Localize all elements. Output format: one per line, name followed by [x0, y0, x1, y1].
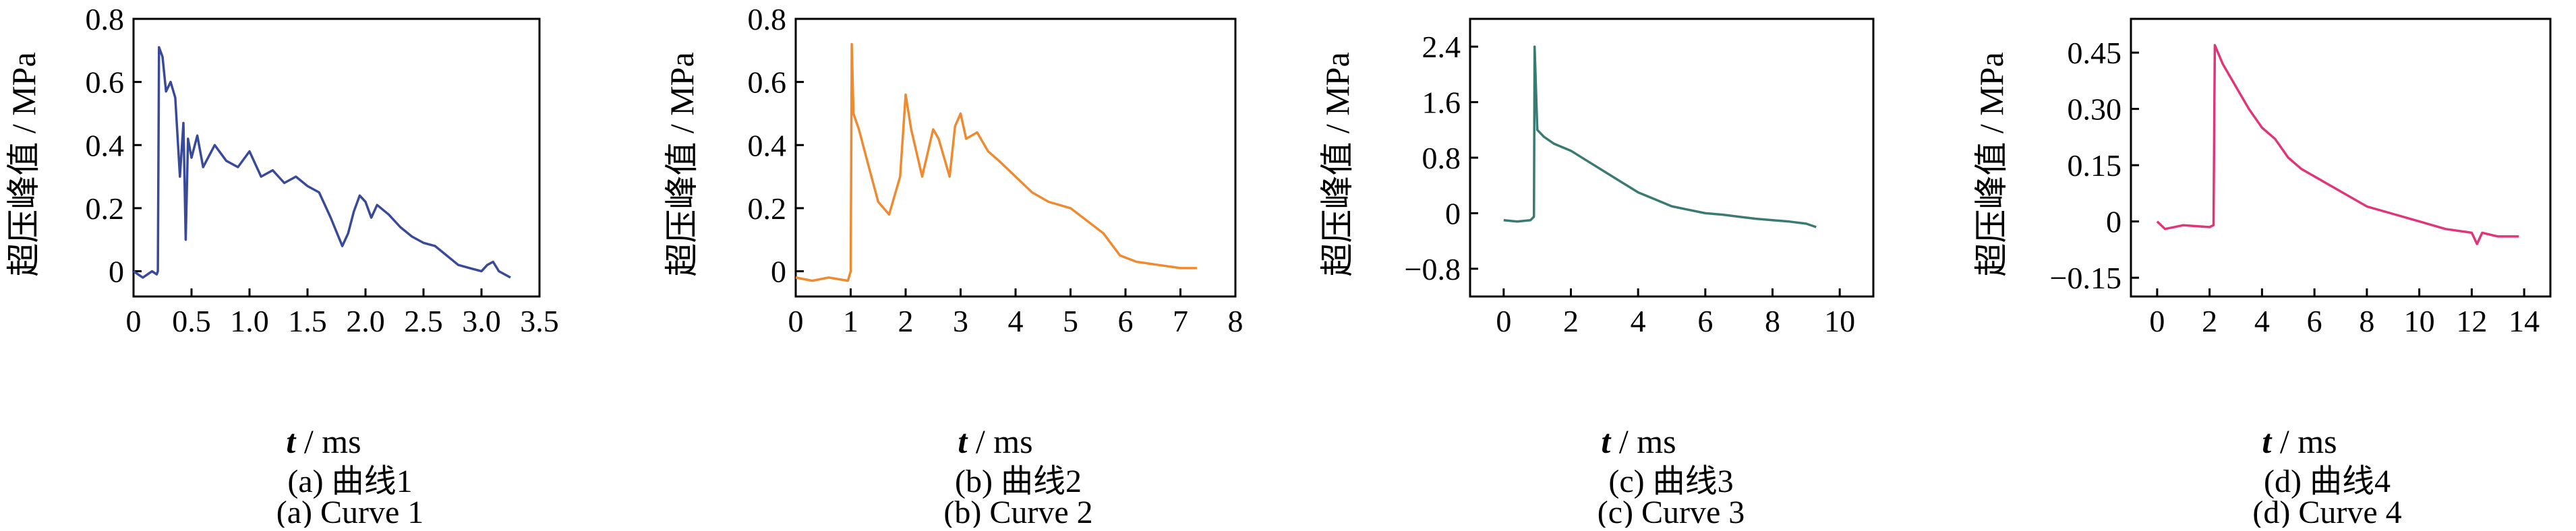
chart-3-ytick-label: 0 — [1445, 196, 1461, 230]
chart-4-xtick-label: 4 — [2254, 304, 2270, 338]
chart-2-xtick-label: 5 — [1063, 304, 1078, 338]
chart-4-series-line — [2156, 44, 2519, 245]
chart-4-xtick-label: 0 — [2149, 304, 2165, 338]
chart-2-ytick-label: 0.2 — [748, 191, 787, 226]
chart-2-caption-en: (b) Curve 2 — [943, 495, 1092, 528]
chart-1-caption-cn: (a) 曲线1 — [287, 464, 412, 499]
chart-1-xlabel: t / ms — [286, 423, 361, 460]
chart-2-caption-cn: (b) 曲线2 — [955, 464, 1082, 499]
chart-4-xlabel-var: t — [2262, 423, 2273, 460]
chart-4-xlabel: t / ms — [2262, 423, 2337, 460]
chart-2-xtick-label: 4 — [1008, 304, 1024, 338]
chart-4-ytick-label: 0.45 — [2068, 36, 2122, 70]
chart-4-ytick-label: 0.30 — [2068, 92, 2122, 127]
chart-1-ytick-label: 0.8 — [86, 2, 125, 36]
chart-4-xtick-label: 14 — [2509, 304, 2540, 338]
chart-3-xlabel-var: t — [1601, 423, 1612, 460]
chart-2-ytick-label: 0 — [771, 255, 786, 289]
chart-1-ytick-label: 0.4 — [86, 128, 125, 162]
chart-3-ylabel: 超压峰值 / MPa — [1318, 52, 1356, 276]
chart-2-xtick-label: 3 — [953, 304, 968, 338]
chart-1-ytick-label: 0 — [109, 255, 124, 289]
chart-1: 0 0.5 1.0 1.5 2.0 2.5 3.0 3.5 0 0.2 0.4 0.6 0.8 超压峰值 … — [5, 2, 559, 530]
chart-1-xtick-label: 0 — [126, 304, 142, 338]
chart-2-xlabel-unit: / ms — [967, 423, 1032, 460]
chart-3-ytick-label: 2.4 — [1422, 30, 1461, 64]
chart-1-ylabel: 超压峰值 / MPa — [5, 52, 42, 276]
chart-4: 0 2 4 6 8 10 12 14 −0.15 0 0.15 0.30 0.45 超压峰值 / MPa t… — [1972, 18, 2552, 530]
chart-4-ytick-label: −0.15 — [2050, 261, 2121, 295]
chart-4-caption-en: (d) Curve 4 — [2252, 495, 2401, 528]
chart-1-caption-en: (a) Curve 1 — [276, 495, 424, 528]
chart-3-xtick-label: 2 — [1563, 304, 1579, 338]
chart-1-xtick-label: 3.0 — [462, 304, 501, 338]
chart-3-ytick-label: 0.8 — [1422, 141, 1461, 175]
chart-4-xtick-label: 8 — [2359, 304, 2374, 338]
chart-3-xtick-label: 0 — [1496, 304, 1511, 338]
chart-3: 0 2 4 6 8 10 −0.8 0 0.8 1.6 2.4 超压峰值 / MPa t / ms (c)… — [1318, 18, 1875, 530]
chart-1-axes-frame — [132, 18, 541, 298]
chart-2-xlabel: t / ms — [958, 423, 1032, 460]
chart-3-xtick-label: 10 — [1824, 304, 1855, 338]
chart-2-xtick-label: 7 — [1173, 304, 1188, 338]
chart-2-xtick-label: 6 — [1118, 304, 1134, 338]
chart-3-ytick-label: 1.6 — [1422, 86, 1461, 120]
chart-2-xtick-label: 2 — [898, 304, 914, 338]
chart-3-xtick-label: 8 — [1765, 304, 1780, 338]
chart-1-xtick-label: 1.5 — [288, 304, 327, 338]
chart-1-xtick-label: 0.5 — [172, 304, 211, 338]
chart-4-xtick-label: 2 — [2202, 304, 2217, 338]
chart-1-xlabel-unit: / ms — [295, 423, 361, 460]
chart-3-axes-frame — [1469, 18, 1875, 298]
chart-4-xlabel-unit: / ms — [2271, 423, 2337, 460]
chart-3-xtick-label: 4 — [1631, 304, 1646, 338]
chart-1-xtick-label: 2.5 — [404, 304, 443, 338]
chart-1-ytick-label: 0.6 — [86, 65, 125, 100]
chart-2-xtick-label: 1 — [843, 304, 858, 338]
chart-2-ylabel: 超压峰值 / MPa — [663, 52, 701, 276]
chart-2-xlabel-var: t — [958, 423, 968, 460]
chart-2-ytick-label: 0.4 — [748, 128, 787, 162]
chart-2: 0 1 2 3 4 5 6 7 8 0 0.2 0.4 0.6 0.8 超压峰值 / MPa t / ms (b… — [663, 2, 1243, 530]
chart-4-caption-cn: (d) 曲线4 — [2264, 464, 2391, 499]
chart-4-xtick-label: 12 — [2456, 304, 2487, 338]
chart-3-xlabel-unit: / ms — [1610, 423, 1676, 460]
chart-4-xtick-label: 10 — [2404, 304, 2435, 338]
chart-1-series-line — [133, 46, 511, 279]
chart-1-ytick-label: 0.2 — [86, 191, 125, 226]
chart-4-ytick-label: 0 — [2106, 205, 2121, 239]
chart-1-xlabel-var: t — [286, 423, 297, 460]
chart-2-xtick-label: 8 — [1228, 304, 1243, 338]
chart-2-ytick-label: 0.6 — [748, 65, 787, 100]
chart-3-xlabel: t / ms — [1601, 423, 1676, 460]
chart-3-ytick-label: −0.8 — [1405, 252, 1461, 286]
chart-2-axes-frame — [794, 18, 1237, 298]
chart-4-ytick-label: 0.15 — [2068, 148, 2122, 183]
chart-2-ytick-label: 0.8 — [748, 2, 787, 36]
chart-4-xtick-label: 6 — [2307, 304, 2322, 338]
chart-1-xtick-label: 2.0 — [346, 304, 385, 338]
chart-4-axes-frame — [2130, 18, 2552, 298]
chart-1-xtick-label: 1.0 — [230, 304, 269, 338]
chart-3-xtick-label: 6 — [1697, 304, 1713, 338]
chart-3-caption-en: (c) Curve 3 — [1598, 495, 1745, 528]
chart-2-series-line — [795, 42, 1197, 282]
chart-4-ylabel: 超压峰值 / MPa — [1972, 52, 2010, 276]
chart-3-caption-cn: (c) 曲线3 — [1608, 464, 1733, 499]
chart-1-xtick-label: 3.5 — [520, 304, 559, 338]
chart-3-series-line — [1503, 45, 1817, 228]
chart-2-xtick-label: 0 — [788, 304, 804, 338]
